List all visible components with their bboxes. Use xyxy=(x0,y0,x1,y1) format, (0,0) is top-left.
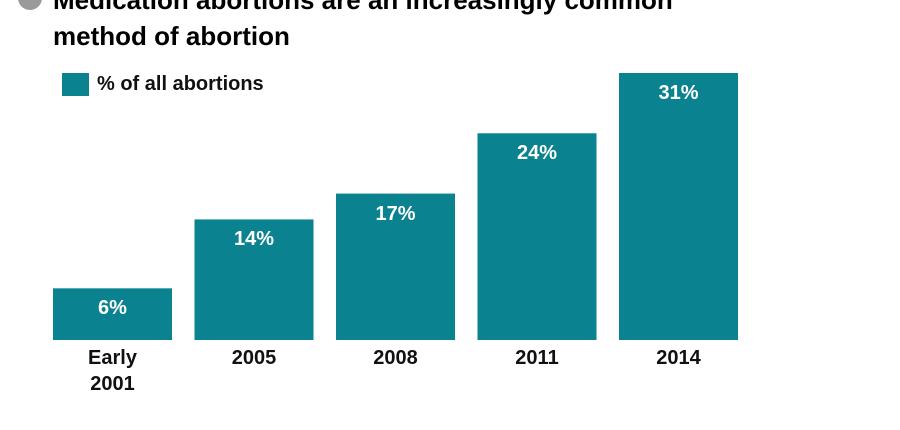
x-tick-label: 2014 xyxy=(656,347,701,369)
legend-swatch xyxy=(62,73,89,96)
x-tick-label: Early 2001 xyxy=(88,347,137,395)
value-label: 31% xyxy=(658,82,699,104)
bar xyxy=(194,219,314,340)
bar xyxy=(619,73,738,340)
title-icon xyxy=(18,0,42,10)
value-label: 14% xyxy=(233,228,275,251)
legend-label: % of all abortions xyxy=(97,73,264,95)
chart-title: Medication abortions are an increasingly… xyxy=(53,0,673,51)
x-tick-label: 2011 xyxy=(515,347,559,369)
value-label: 24% xyxy=(516,142,558,165)
bar xyxy=(53,288,172,340)
bar xyxy=(336,193,455,340)
bar xyxy=(477,133,597,340)
x-tick-label: 2005 xyxy=(231,347,277,369)
value-label: 6% xyxy=(98,297,127,320)
x-tick-label: 2008 xyxy=(373,347,418,369)
value-label: 17% xyxy=(375,202,416,225)
